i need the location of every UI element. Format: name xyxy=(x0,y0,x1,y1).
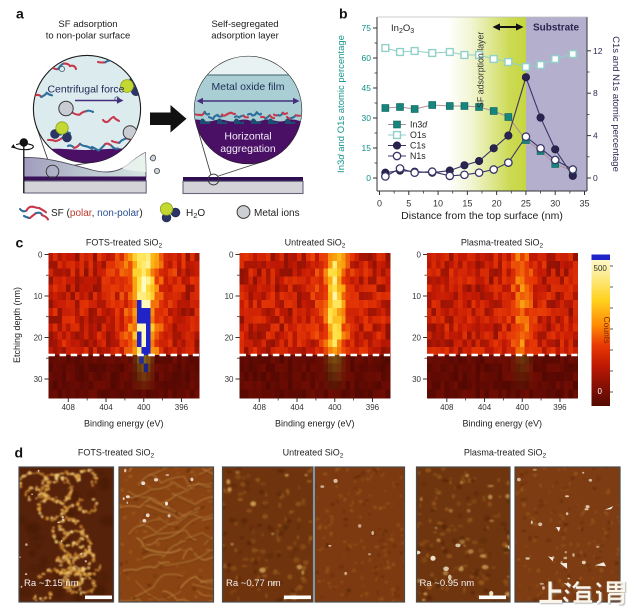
svg-text:400: 400 xyxy=(137,403,151,412)
svg-text:30: 30 xyxy=(550,199,560,209)
svg-text:Ra ~0.95 nm: Ra ~0.95 nm xyxy=(420,578,475,589)
svg-text:In3d and O1s atomic percentage: In3d and O1s atomic percentage xyxy=(336,35,347,173)
svg-text:404: 404 xyxy=(290,403,304,412)
svg-text:O1s: O1s xyxy=(410,130,427,140)
svg-text:0: 0 xyxy=(598,387,603,396)
svg-text:In2O3: In2O3 xyxy=(391,23,414,35)
svg-text:H2O: H2O xyxy=(186,208,205,220)
svg-text:Plasma-treated SiO2: Plasma-treated SiO2 xyxy=(461,238,544,250)
svg-text:C1s: C1s xyxy=(410,141,426,151)
svg-text:Metal ions: Metal ions xyxy=(254,208,300,219)
svg-text:8: 8 xyxy=(593,88,598,98)
svg-text:404: 404 xyxy=(99,403,113,412)
svg-text:0: 0 xyxy=(366,173,371,183)
svg-text:FOTS-treated SiO2: FOTS-treated SiO2 xyxy=(86,238,163,250)
svg-text:396: 396 xyxy=(553,403,567,412)
svg-text:Untreated SiO2: Untreated SiO2 xyxy=(283,448,344,460)
svg-text:aggregation: aggregation xyxy=(220,143,276,155)
svg-text:N1s: N1s xyxy=(410,151,426,161)
svg-text:c: c xyxy=(16,235,24,251)
svg-text:45: 45 xyxy=(362,83,372,93)
svg-text:Metal oxide film: Metal oxide film xyxy=(212,81,285,93)
svg-text:b: b xyxy=(339,6,348,22)
svg-text:20: 20 xyxy=(34,334,43,343)
svg-text:Distance from the top surface: Distance from the top surface (nm) xyxy=(401,210,563,222)
svg-text:Plasma-treated SiO2: Plasma-treated SiO2 xyxy=(464,448,547,460)
svg-text:Binding energy (eV): Binding energy (eV) xyxy=(462,419,542,429)
svg-text:0: 0 xyxy=(38,251,43,260)
svg-text:Binding energy (eV): Binding energy (eV) xyxy=(275,419,355,429)
svg-text:Etching depth (nm): Etching depth (nm) xyxy=(12,287,22,363)
svg-text:15: 15 xyxy=(362,143,372,153)
svg-text:SF adsorption layer: SF adsorption layer xyxy=(476,32,486,108)
svg-text:0: 0 xyxy=(229,251,234,260)
svg-text:Substrate: Substrate xyxy=(533,23,580,34)
svg-text:to non-polar surface: to non-polar surface xyxy=(46,31,131,42)
svg-text:10: 10 xyxy=(433,199,443,209)
svg-text:396: 396 xyxy=(175,403,189,412)
svg-text:Binding energy (eV): Binding energy (eV) xyxy=(84,419,164,429)
svg-text:0: 0 xyxy=(377,199,382,209)
svg-text:75: 75 xyxy=(362,23,372,33)
svg-text:Counts: Counts xyxy=(602,317,612,344)
svg-text:408: 408 xyxy=(253,403,267,412)
svg-text:20: 20 xyxy=(412,334,421,343)
svg-text:396: 396 xyxy=(366,403,380,412)
svg-text:Self-segregated: Self-segregated xyxy=(211,19,278,30)
svg-text:Horizontal: Horizontal xyxy=(224,131,271,143)
svg-text:5: 5 xyxy=(406,199,411,209)
svg-text:30: 30 xyxy=(362,113,372,123)
svg-text:20: 20 xyxy=(492,199,502,209)
svg-text:404: 404 xyxy=(478,403,492,412)
svg-text:d: d xyxy=(15,445,24,461)
svg-text:Centrifugal force: Centrifugal force xyxy=(47,84,124,96)
svg-text:408: 408 xyxy=(62,403,76,412)
svg-text:500: 500 xyxy=(594,264,608,273)
svg-text:Ra ~1.15 nm: Ra ~1.15 nm xyxy=(24,578,79,589)
svg-text:15: 15 xyxy=(462,199,472,209)
svg-text:10: 10 xyxy=(412,292,421,301)
svg-text:Untreated SiO2: Untreated SiO2 xyxy=(285,238,346,250)
svg-text:0: 0 xyxy=(417,251,422,260)
svg-text:30: 30 xyxy=(412,375,421,384)
svg-text:0: 0 xyxy=(593,173,598,183)
svg-text:In3d: In3d xyxy=(410,120,428,130)
svg-text:408: 408 xyxy=(440,403,454,412)
svg-text:FOTS-treated SiO2: FOTS-treated SiO2 xyxy=(78,448,155,460)
svg-text:10: 10 xyxy=(225,292,234,301)
svg-text:60: 60 xyxy=(362,53,372,63)
svg-text:12: 12 xyxy=(593,46,603,56)
svg-text:10: 10 xyxy=(34,292,43,301)
svg-text:25: 25 xyxy=(521,199,531,209)
svg-text:Ra ~0.77 nm: Ra ~0.77 nm xyxy=(226,578,281,589)
svg-text:30: 30 xyxy=(34,375,43,384)
svg-text:adsorption layer: adsorption layer xyxy=(211,31,279,42)
svg-text:C1s and N1s atomic percentage: C1s and N1s atomic percentage xyxy=(610,36,621,172)
svg-text:SF adsorption: SF adsorption xyxy=(58,19,117,30)
svg-text:4: 4 xyxy=(593,131,598,141)
svg-text:400: 400 xyxy=(328,403,342,412)
svg-text:30: 30 xyxy=(225,375,234,384)
svg-text:20: 20 xyxy=(225,334,234,343)
svg-text:a: a xyxy=(16,6,24,22)
svg-text:400: 400 xyxy=(516,403,530,412)
svg-text:35: 35 xyxy=(579,199,589,209)
svg-text:SF (polar, non-polar): SF (polar, non-polar) xyxy=(51,208,143,219)
